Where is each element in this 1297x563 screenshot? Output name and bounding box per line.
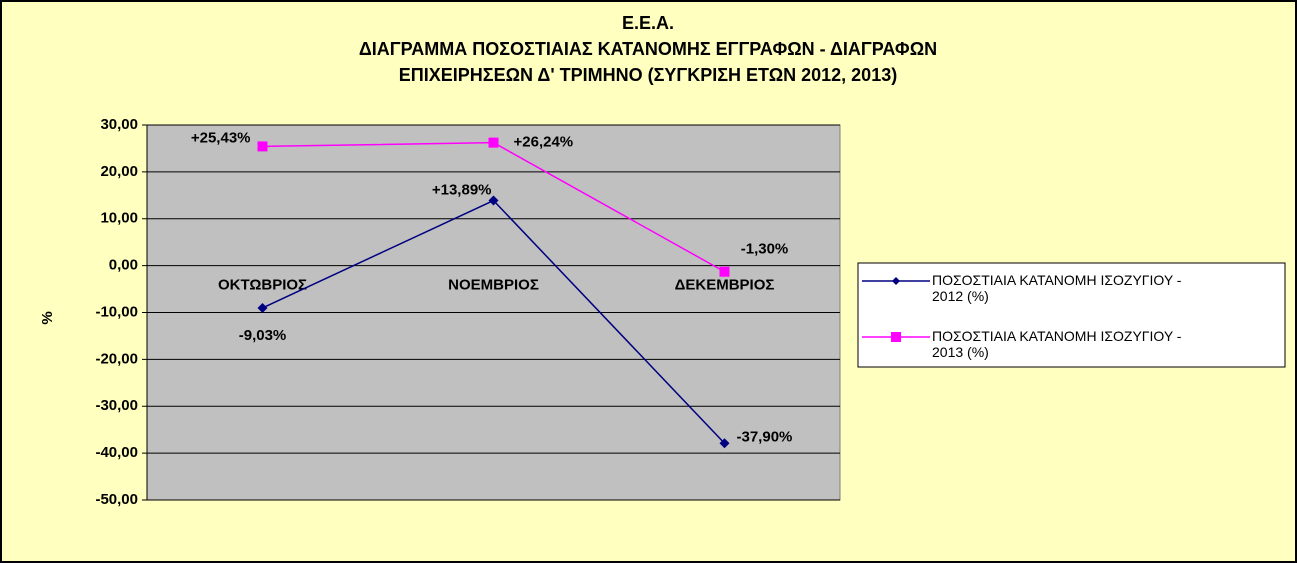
marker: [719, 438, 730, 449]
y-tick-label: -40,00: [95, 444, 138, 461]
y-axis-label: %: [39, 311, 56, 324]
data-label: -9,03%: [239, 327, 287, 344]
chart-title: ΕΠΙΧΕΙΡΗΣΕΩΝ Δ' ΤΡΙΜΗΝΟ (ΣΥΓΚΡΙΣΗ ΕΤΩΝ 2…: [399, 65, 897, 85]
legend-label: ΠΟΣΟΣΤΙΑΙΑ ΚΑΤΑΝΟΜΗ ΙΣΟΖΥΓΙΟΥ - 2013 (%): [932, 328, 1182, 360]
y-tick-label: 30,00: [100, 116, 138, 133]
legend-marker: [892, 277, 900, 285]
marker: [719, 266, 730, 277]
marker: [488, 137, 499, 148]
chart-title: Ε.Ε.Α.: [622, 13, 674, 33]
legend-label: ΠΟΣΟΣΤΙΑΙΑ ΚΑΤΑΝΟΜΗ ΙΣΟΖΥΓΙΟΥ - 2012 (%): [932, 272, 1182, 304]
y-tick-label: 20,00: [100, 163, 138, 180]
x-tick-label: ΟΚΤΩΒΡΙΟΣ: [218, 277, 307, 294]
marker: [257, 141, 268, 152]
data-label: +25,43%: [191, 129, 251, 146]
marker: [257, 302, 268, 313]
y-tick-label: 0,00: [109, 257, 138, 274]
y-tick-label: -50,00: [95, 491, 138, 508]
data-label: +26,24%: [514, 134, 574, 151]
y-tick-label: 10,00: [100, 210, 138, 227]
data-label: -37,90%: [737, 428, 793, 445]
y-tick-label: -20,00: [95, 350, 138, 367]
x-tick-label: ΝΟΕΜΒΡΙΟΣ: [448, 277, 539, 294]
y-tick-label: -30,00: [95, 397, 138, 414]
legend-marker: [891, 332, 901, 342]
data-label: -1,30%: [741, 241, 789, 258]
marker: [488, 195, 499, 206]
chart-title: ΔΙΑΓΡΑΜΜΑ ΠΟΣΟΣΤΙΑΙΑΣ ΚΑΤΑΝΟΜΗΣ ΕΓΓΡΑΦΩΝ…: [359, 39, 937, 59]
data-label: +13,89%: [432, 181, 492, 198]
y-tick-label: -10,00: [95, 303, 138, 320]
x-tick-label: ΔΕΚΕΜΒΡΙΟΣ: [675, 277, 775, 294]
